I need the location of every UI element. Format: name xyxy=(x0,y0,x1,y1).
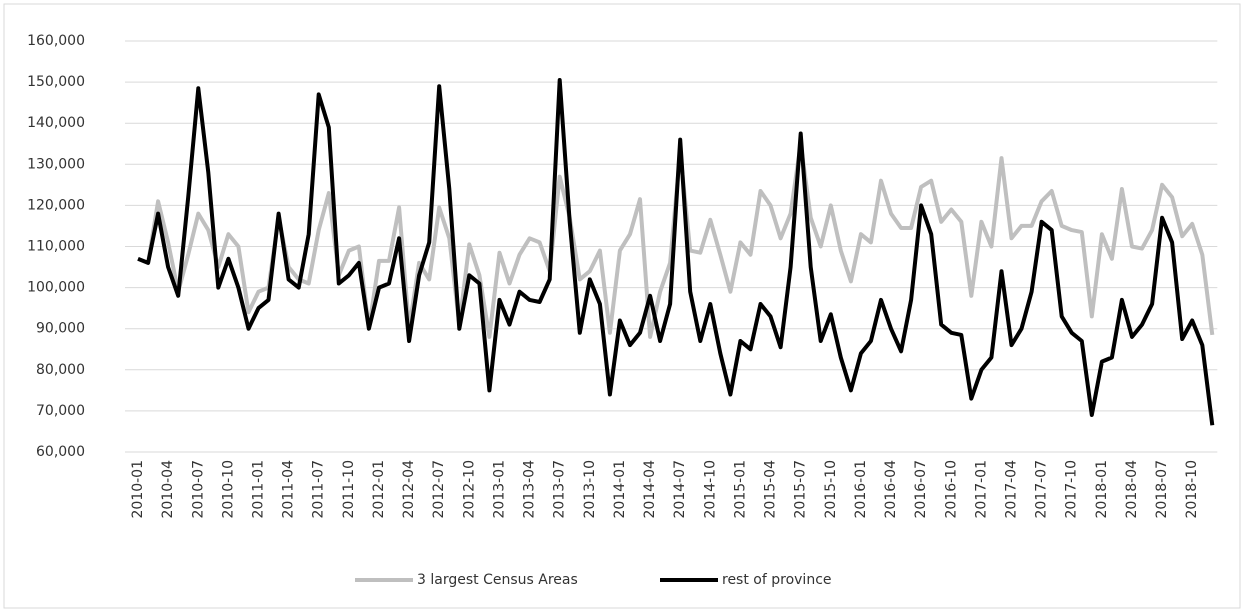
x-tick-label: 2018-04 xyxy=(1124,460,1140,519)
y-tick-label: 160,000 xyxy=(27,33,85,49)
x-tick-label: 2010-07 xyxy=(190,460,206,519)
y-tick-label: 130,000 xyxy=(27,156,85,172)
x-tick-label: 2012-10 xyxy=(461,460,477,519)
x-tick-label: 2010-04 xyxy=(160,460,176,519)
x-tick-label: 2016-07 xyxy=(913,460,929,519)
x-tick-label: 2016-01 xyxy=(853,460,869,519)
x-tick-label: 2018-01 xyxy=(1094,460,1110,519)
x-tick-label: 2017-07 xyxy=(1034,460,1050,519)
legend-label: 3 largest Census Areas xyxy=(417,572,578,588)
x-tick-label: 2014-01 xyxy=(612,460,628,519)
x-tick-label: 2010-01 xyxy=(130,460,146,519)
x-tick-label: 2016-04 xyxy=(883,460,899,519)
y-tick-label: 70,000 xyxy=(36,403,85,419)
x-tick-label: 2014-07 xyxy=(672,460,688,519)
x-tick-label: 2013-04 xyxy=(522,460,538,519)
x-tick-label: 2015-07 xyxy=(793,460,809,519)
x-tick-label: 2010-10 xyxy=(220,460,236,519)
x-tick-label: 2012-07 xyxy=(431,460,447,519)
x-tick-label: 2015-10 xyxy=(823,460,839,519)
x-tick-label: 2017-10 xyxy=(1064,460,1080,519)
x-tick-label: 2012-01 xyxy=(371,460,387,519)
x-tick-label: 2015-04 xyxy=(763,460,779,519)
x-tick-label: 2016-10 xyxy=(943,460,959,519)
x-tick-label: 2017-01 xyxy=(973,460,989,519)
x-tick-label: 2013-07 xyxy=(552,460,568,519)
x-tick-label: 2018-10 xyxy=(1184,460,1200,519)
x-tick-label: 2014-10 xyxy=(702,460,718,519)
x-tick-label: 2011-01 xyxy=(251,460,267,519)
x-tick-label: 2011-07 xyxy=(311,460,327,519)
x-tick-label: 2013-01 xyxy=(491,460,507,519)
legend-label: rest of province xyxy=(722,572,832,588)
y-tick-label: 150,000 xyxy=(27,74,85,90)
x-tick-label: 2012-04 xyxy=(401,460,417,519)
chart-border xyxy=(3,3,1241,609)
x-tick-label: 2013-10 xyxy=(582,460,598,519)
y-tick-label: 140,000 xyxy=(27,115,85,131)
x-tick-label: 2011-10 xyxy=(341,460,357,519)
y-tick-label: 100,000 xyxy=(27,280,85,296)
series-line xyxy=(137,78,1215,426)
x-tick-label: 2011-04 xyxy=(281,460,297,519)
y-tick-label: 120,000 xyxy=(27,197,85,213)
y-tick-label: 110,000 xyxy=(27,239,85,255)
x-tick-label: 2017-04 xyxy=(1004,460,1020,519)
x-tick-label: 2018-07 xyxy=(1154,460,1170,519)
x-tick-label: 2015-01 xyxy=(732,460,748,519)
y-tick-label: 90,000 xyxy=(36,321,85,337)
y-tick-label: 80,000 xyxy=(36,362,85,378)
x-tick-label: 2014-04 xyxy=(642,460,658,519)
y-tick-label: 60,000 xyxy=(36,444,85,460)
